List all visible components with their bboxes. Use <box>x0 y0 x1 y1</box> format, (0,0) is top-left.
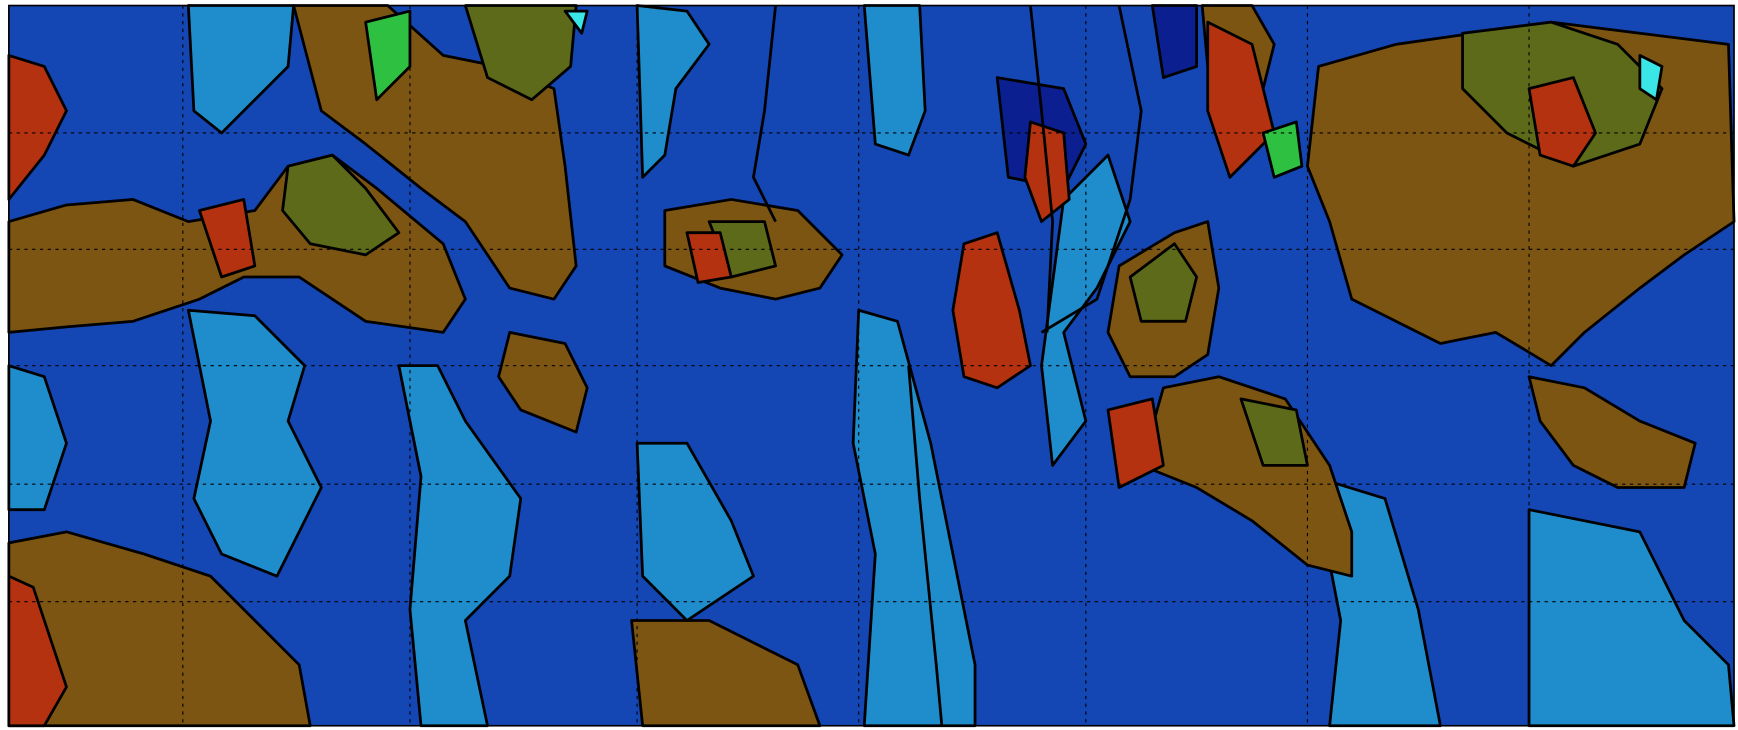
plot-area <box>9 6 1734 726</box>
contour-map <box>0 0 1738 730</box>
page: (() => { const data = JSON.parse(documen… <box>0 0 1738 730</box>
